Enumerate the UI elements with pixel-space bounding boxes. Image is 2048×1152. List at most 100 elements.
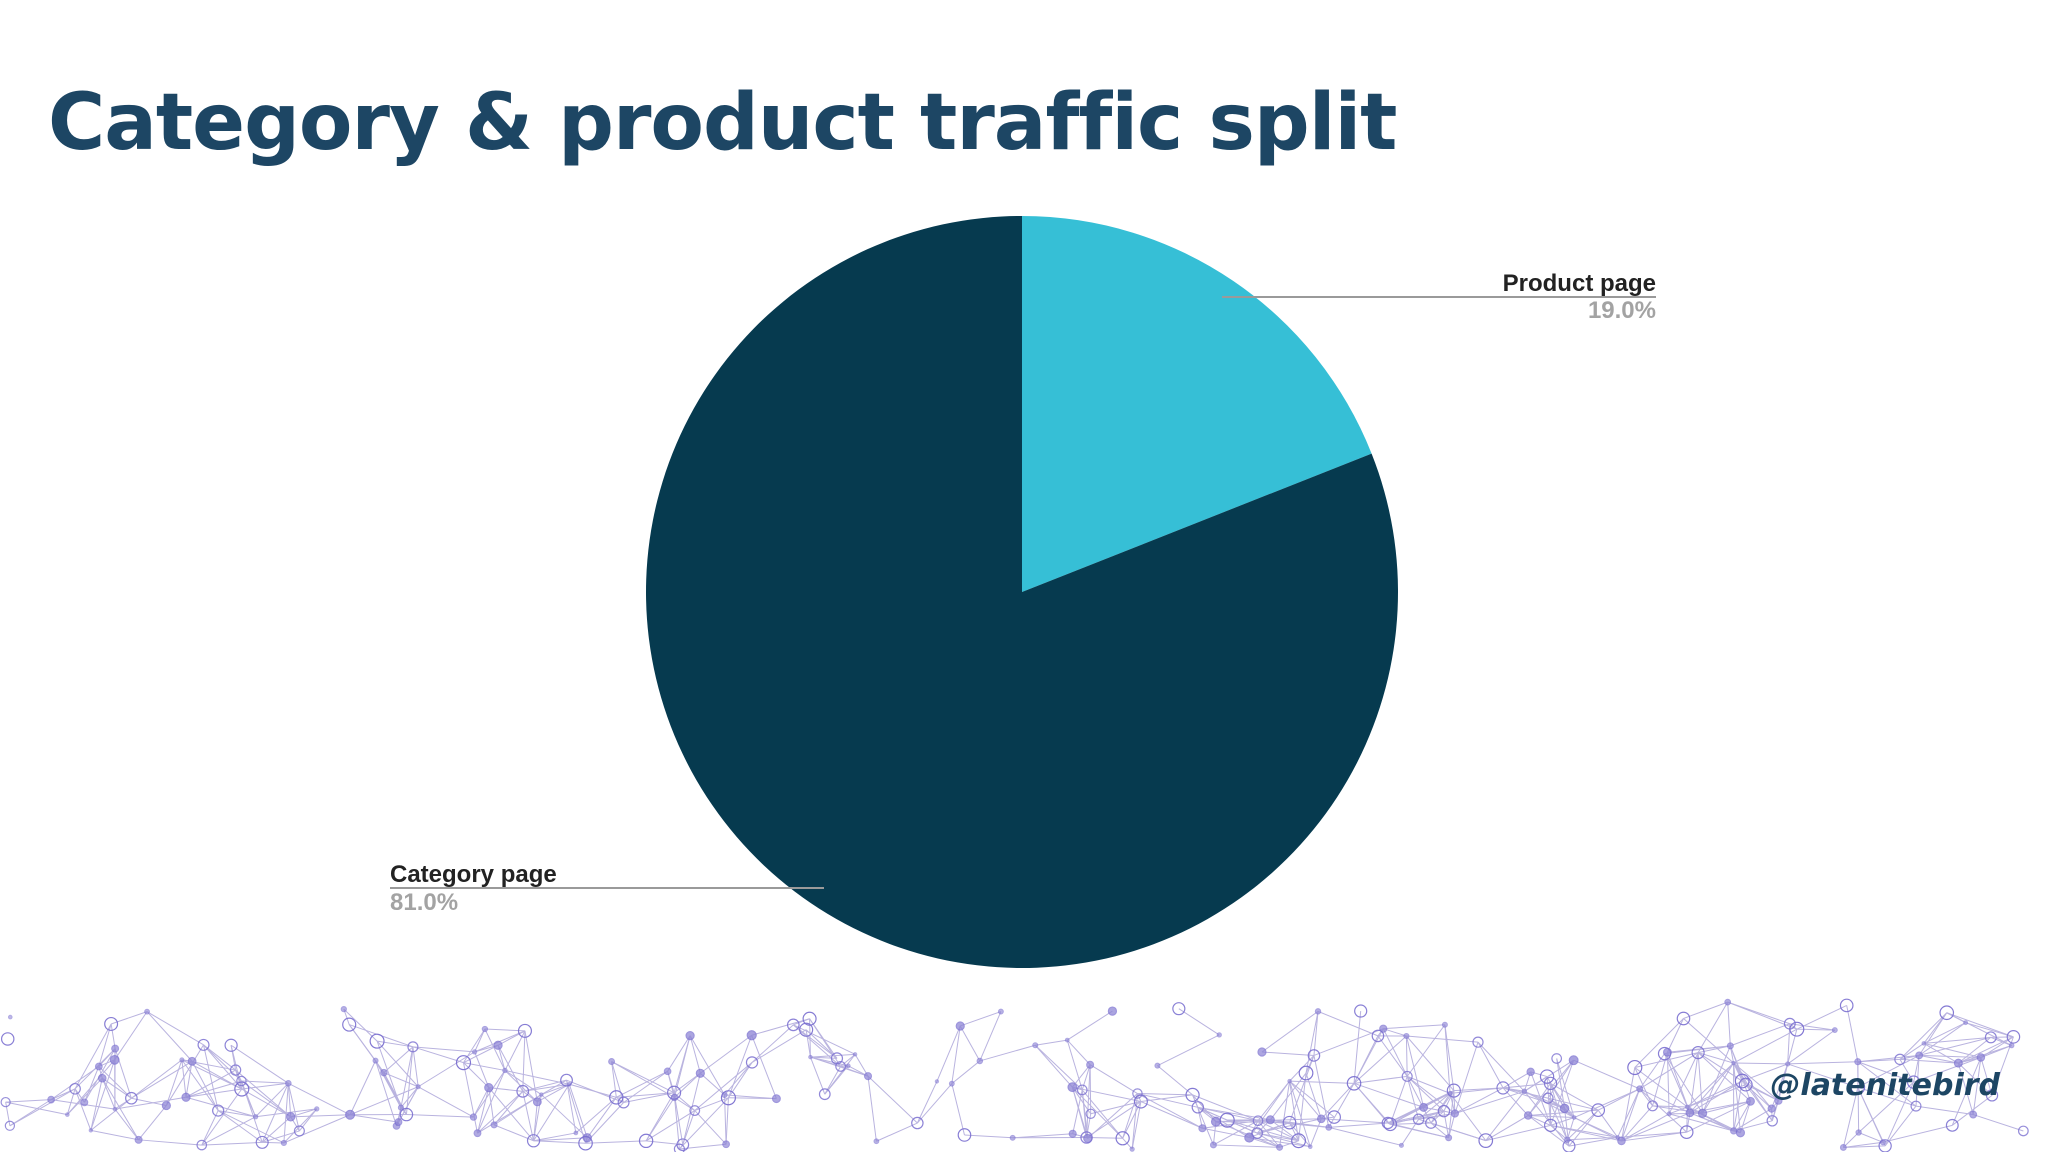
network-node	[771, 1094, 781, 1104]
network-line	[867, 1075, 918, 1124]
network-node	[1985, 1089, 1999, 1102]
network-line	[138, 1105, 167, 1141]
network-line	[1787, 1029, 1836, 1065]
network-line	[1353, 1075, 1408, 1084]
network-line	[1257, 1120, 1299, 1142]
network-line	[1666, 1018, 1684, 1053]
network-node	[345, 1109, 356, 1120]
network-line	[1958, 1036, 2014, 1064]
network-line	[165, 1044, 204, 1106]
network-line	[1946, 1012, 2012, 1046]
slice-percent-product-page: 19.0%	[1588, 297, 1656, 324]
network-line	[201, 1110, 219, 1146]
network-line	[1697, 1052, 1704, 1114]
network-node	[1915, 1051, 1924, 1060]
network-node	[1726, 1042, 1734, 1050]
network-node	[1252, 1115, 1264, 1127]
network-line	[1550, 1117, 1575, 1126]
network-line	[689, 1035, 701, 1074]
network-node	[1734, 1073, 1750, 1089]
network-node	[1543, 1076, 1558, 1091]
network-line	[1550, 1082, 1599, 1111]
network-line	[1353, 1010, 1362, 1084]
network-node	[676, 1138, 690, 1152]
network-line	[1556, 1058, 1575, 1118]
network-line	[1406, 1076, 1420, 1120]
network-node	[1314, 1008, 1322, 1015]
network-line	[1668, 1106, 1688, 1115]
network-line	[1666, 1052, 1670, 1114]
network-node	[2017, 1125, 2029, 1137]
network-line	[241, 1088, 291, 1118]
network-node	[1381, 1116, 1395, 1130]
network-node	[1551, 1053, 1563, 1064]
network-node	[1894, 1053, 1906, 1066]
network-node	[1425, 1117, 1437, 1129]
network-node	[1542, 1092, 1554, 1104]
network-line	[1321, 1118, 1388, 1124]
network-line	[1789, 1023, 1835, 1031]
network-line	[951, 1060, 981, 1085]
network-line	[1923, 1042, 1981, 1059]
network-node	[1731, 1060, 1736, 1066]
network-line	[50, 1088, 76, 1101]
network-node	[1617, 1136, 1626, 1146]
network-node	[1766, 1115, 1778, 1127]
network-node	[1953, 1058, 1963, 1068]
network-line	[185, 1096, 256, 1118]
network-node	[673, 1143, 685, 1152]
network-line	[406, 1114, 474, 1118]
network-node	[1523, 1111, 1533, 1120]
network-line	[1858, 1081, 1914, 1133]
network-line	[131, 1060, 193, 1099]
network-node	[799, 1022, 814, 1037]
network-line	[1639, 1052, 1699, 1090]
network-node	[1939, 1005, 1955, 1021]
network-node	[1032, 1042, 1039, 1049]
network-line	[727, 1035, 753, 1098]
network-node	[689, 1105, 701, 1116]
network-node	[808, 1054, 813, 1060]
network-line	[1913, 1055, 1920, 1083]
network-line	[98, 1048, 116, 1067]
network-line	[566, 1080, 577, 1134]
network-line	[230, 1044, 289, 1084]
network-node	[911, 1116, 924, 1130]
network-line	[1667, 1045, 1731, 1053]
network-line	[299, 1108, 318, 1132]
network-line	[114, 1011, 148, 1061]
network-line	[585, 1140, 647, 1144]
network-line	[114, 1097, 132, 1110]
network-node	[407, 1041, 419, 1053]
network-node	[976, 1057, 984, 1065]
network-node	[997, 1008, 1004, 1015]
network-node	[948, 1080, 955, 1087]
network-node	[1662, 1047, 1672, 1057]
network-line	[1915, 1105, 1974, 1116]
network-node	[1132, 1088, 1143, 1099]
network-line	[412, 1046, 419, 1087]
network-line	[1778, 1063, 1789, 1101]
network-node	[1850, 1080, 1866, 1095]
network-line	[201, 1141, 263, 1146]
network-line	[645, 1092, 675, 1142]
slice-label-product-page: Product page	[1503, 270, 1656, 297]
network-line	[1733, 1062, 1788, 1065]
network-line	[1072, 1086, 1142, 1103]
network-line	[1328, 1083, 1355, 1128]
network-line	[522, 1079, 567, 1092]
network-line	[288, 1082, 351, 1116]
network-lines	[5, 1001, 2024, 1150]
network-line	[1884, 1081, 1915, 1147]
network-line	[463, 1062, 478, 1134]
network-line	[689, 1035, 725, 1096]
network-node	[144, 1008, 150, 1015]
network-node	[1287, 1078, 1292, 1084]
network-line	[1309, 1118, 1322, 1147]
network-node	[212, 1104, 225, 1117]
network-line	[1444, 1024, 1455, 1091]
network-line	[1215, 1119, 1271, 1123]
network-node	[1839, 1144, 1847, 1151]
network-node	[1265, 1115, 1275, 1125]
